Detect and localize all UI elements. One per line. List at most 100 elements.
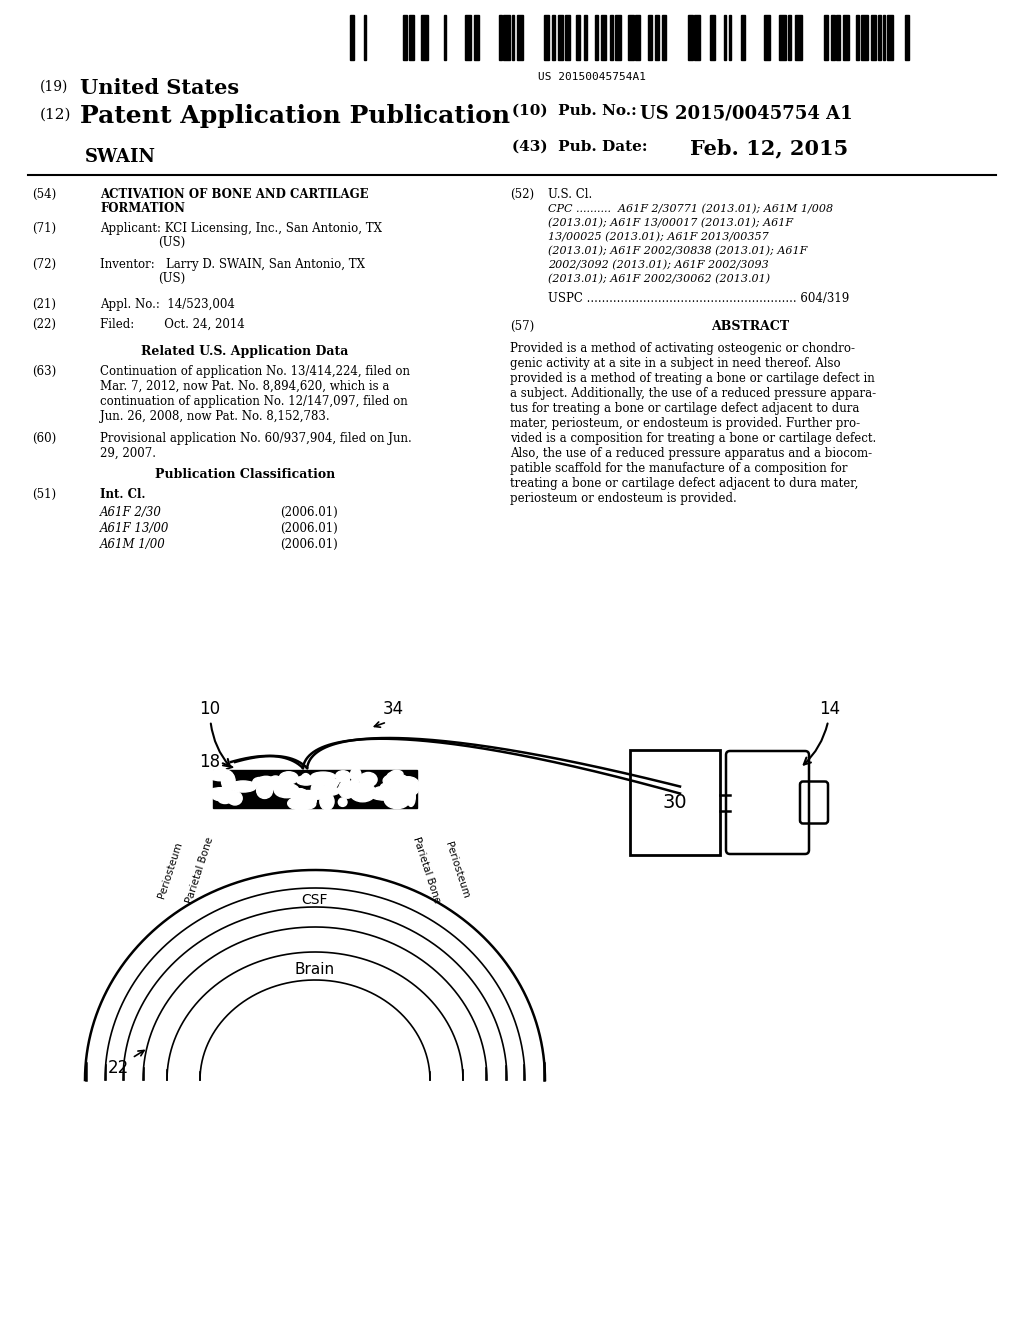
Text: CSF: CSF (302, 894, 329, 907)
Bar (474, 15, 479, 59)
Text: SWAIN: SWAIN (85, 148, 156, 166)
Ellipse shape (352, 784, 360, 800)
Text: (60): (60) (32, 432, 56, 445)
Bar (741, 15, 745, 59)
Ellipse shape (276, 776, 293, 784)
Ellipse shape (296, 776, 315, 785)
Text: ABSTRACT: ABSTRACT (711, 319, 790, 333)
Text: (2006.01): (2006.01) (280, 506, 338, 519)
Ellipse shape (359, 772, 377, 787)
Ellipse shape (393, 788, 402, 805)
Ellipse shape (257, 776, 275, 787)
Text: (US): (US) (158, 272, 185, 285)
Text: Provisional application No. 60/937,904, filed on Jun.
29, 2007.: Provisional application No. 60/937,904, … (100, 432, 412, 459)
Bar (610, 15, 612, 59)
Text: United States: United States (80, 78, 240, 98)
Ellipse shape (349, 783, 376, 801)
Ellipse shape (301, 774, 310, 784)
Text: Inventor:   Larry D. SWAIN, San Antonio, TX: Inventor: Larry D. SWAIN, San Antonio, T… (100, 257, 365, 271)
Bar (663, 15, 666, 59)
Ellipse shape (384, 791, 410, 809)
Bar (364, 15, 366, 59)
Bar (688, 15, 692, 59)
Bar (584, 15, 587, 59)
Text: (12): (12) (40, 108, 72, 121)
Bar (879, 15, 882, 59)
Ellipse shape (408, 780, 416, 788)
Text: 18: 18 (200, 752, 220, 771)
Bar (558, 15, 562, 59)
Bar (764, 15, 770, 59)
Ellipse shape (274, 784, 299, 797)
Ellipse shape (385, 793, 398, 804)
Ellipse shape (226, 791, 236, 803)
Ellipse shape (313, 787, 340, 796)
Bar (409, 15, 414, 59)
Ellipse shape (268, 776, 283, 791)
Ellipse shape (383, 774, 409, 788)
Ellipse shape (282, 788, 307, 796)
Ellipse shape (350, 779, 359, 795)
Text: (2013.01); A61F 2002/30838 (2013.01); A61F: (2013.01); A61F 2002/30838 (2013.01); A6… (548, 246, 807, 256)
Text: FORMATION: FORMATION (100, 202, 185, 215)
Ellipse shape (353, 788, 362, 796)
Ellipse shape (288, 797, 311, 809)
Bar (905, 15, 909, 59)
Bar (615, 15, 622, 59)
Bar (552, 15, 555, 59)
Bar (710, 15, 715, 59)
Bar (577, 15, 580, 59)
Text: ACTIVATION OF BONE AND CARTILAGE: ACTIVATION OF BONE AND CARTILAGE (100, 187, 369, 201)
Ellipse shape (319, 793, 334, 810)
Text: CPC ..........  A61F 2/30771 (2013.01); A61M 1/008: CPC .......... A61F 2/30771 (2013.01); A… (548, 205, 834, 214)
Ellipse shape (293, 799, 315, 809)
Text: 2002/3092 (2013.01); A61F 2002/3093: 2002/3092 (2013.01); A61F 2002/3093 (548, 260, 769, 271)
Ellipse shape (407, 788, 416, 807)
Ellipse shape (311, 780, 325, 799)
Ellipse shape (208, 788, 233, 797)
Text: (71): (71) (32, 222, 56, 235)
Text: Publication Classification: Publication Classification (155, 469, 335, 480)
Bar (350, 15, 354, 59)
Text: A61F 13/00: A61F 13/00 (100, 521, 169, 535)
Text: Int. Cl.: Int. Cl. (100, 488, 145, 502)
Ellipse shape (221, 772, 236, 791)
Text: (22): (22) (32, 318, 56, 331)
Bar (887, 15, 894, 59)
Bar (871, 15, 876, 59)
Ellipse shape (386, 772, 396, 787)
Text: 22: 22 (108, 1059, 129, 1077)
Text: (2013.01); A61F 13/00017 (2013.01); A61F: (2013.01); A61F 13/00017 (2013.01); A61F (548, 218, 794, 228)
Text: 13/00025 (2013.01); A61F 2013/00357: 13/00025 (2013.01); A61F 2013/00357 (548, 232, 769, 243)
Text: U.S. Cl.: U.S. Cl. (548, 187, 592, 201)
Bar (213, 770, 417, 808)
Text: 14: 14 (804, 700, 841, 764)
Text: Appl. No.:  14/523,004: Appl. No.: 14/523,004 (100, 298, 234, 312)
Bar (861, 15, 868, 59)
Ellipse shape (371, 789, 398, 800)
Text: (US): (US) (158, 236, 185, 249)
Ellipse shape (338, 797, 347, 807)
Ellipse shape (294, 791, 322, 800)
Bar (729, 15, 731, 59)
Ellipse shape (218, 795, 231, 804)
Bar (545, 15, 550, 59)
Text: US 20150045754A1: US 20150045754A1 (538, 73, 646, 82)
Ellipse shape (381, 783, 392, 791)
Ellipse shape (397, 776, 419, 791)
Bar (635, 15, 640, 59)
Text: Dura: Dura (301, 812, 329, 822)
Bar (724, 15, 726, 59)
Ellipse shape (339, 780, 356, 799)
Bar (648, 15, 651, 59)
Ellipse shape (385, 789, 408, 797)
Ellipse shape (289, 797, 315, 807)
Bar (628, 15, 634, 59)
Bar (654, 15, 658, 59)
Bar (795, 15, 802, 59)
Text: 10: 10 (200, 700, 229, 766)
Text: Parietal Bone: Parietal Bone (184, 836, 215, 904)
Ellipse shape (296, 796, 316, 807)
Text: Parietal Bone: Parietal Bone (412, 836, 442, 904)
Text: (54): (54) (32, 187, 56, 201)
